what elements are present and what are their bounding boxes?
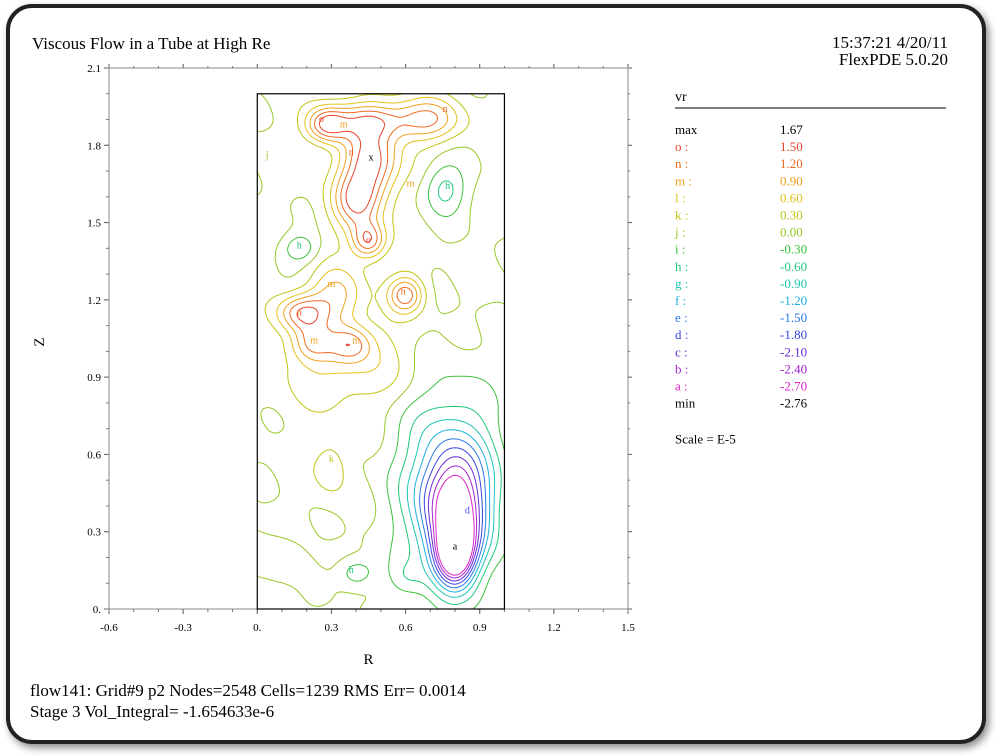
timestamp: 15:37:21 4/20/11 [831, 33, 948, 52]
plot-title: Viscous Flow in a Tube at High Re [32, 34, 271, 53]
footer-line-2: Stage 3 Vol_Integral= -1.654633e-6 [30, 702, 275, 721]
software-version: FlexPDE 5.0.20 [838, 50, 948, 69]
timestamp-block: 15:37:21 4/20/11 FlexPDE 5.0.20 [832, 34, 948, 68]
window-frame [6, 4, 986, 744]
status-footer: flow141: Grid#9 p2 Nodes=2548 Cells=1239… [30, 680, 466, 722]
footer-line-1: flow141: Grid#9 p2 Nodes=2548 Cells=1239… [30, 681, 466, 700]
